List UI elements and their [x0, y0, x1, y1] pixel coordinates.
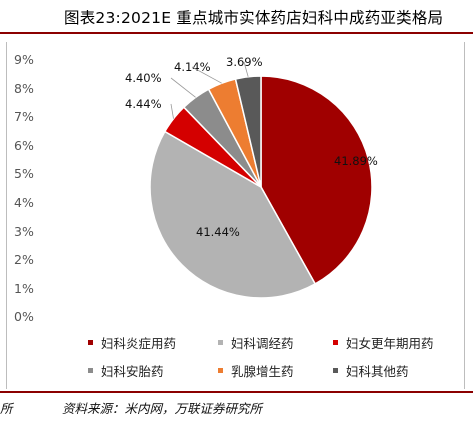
leader-line [243, 61, 249, 77]
slice-label: 4.40% [125, 71, 162, 85]
cropped-text: 所 [0, 401, 13, 416]
y-tick-label: 9% [14, 52, 34, 67]
pie-slice [260, 75, 373, 285]
pie-slice [149, 130, 317, 299]
y-tick-label: 1% [14, 280, 34, 296]
legend-swatch [333, 340, 338, 345]
slice-label: 4.44% [125, 97, 162, 111]
y-tick-label: 0% [14, 309, 34, 325]
legend-swatch [333, 368, 338, 373]
legend-item: 妇科调经药 [218, 333, 294, 352]
leader-line [170, 77, 196, 98]
legend-item: 妇科炎症用药 [88, 333, 176, 352]
legend-label: 妇科调经药 [231, 336, 294, 351]
source-rule [0, 391, 473, 393]
y-tick-label: 7% [14, 109, 34, 125]
right-frame-line [464, 42, 465, 389]
y-tick-label: 3% [14, 223, 34, 239]
legend-label: 妇女更年期用药 [346, 336, 434, 351]
legend-item: 妇女更年期用药 [333, 333, 434, 352]
legend-swatch [88, 340, 93, 345]
leader-line [170, 103, 174, 119]
y-tick-label: 5% [14, 166, 34, 182]
chart-title: 图表23:2021E 重点城市实体药店妇科中成药亚类格局 [64, 9, 444, 27]
leader-line [191, 66, 222, 84]
slice-label: 41.89% [334, 154, 378, 168]
left-frame-line [6, 42, 7, 389]
slice-label: 41.44% [196, 225, 240, 239]
legend-label: 妇科其他药 [346, 364, 409, 379]
legend-item: 妇科其他药 [333, 361, 409, 380]
source-note: 资料来源：米内网，万联证券研究所 [62, 401, 263, 416]
y-tick-label: 2% [14, 252, 34, 268]
y-tick-label: 8% [14, 80, 34, 96]
legend-label: 妇科炎症用药 [101, 336, 177, 351]
legend-swatch [218, 340, 223, 345]
title-rule [0, 32, 473, 34]
legend-item: 妇科安胎药 [88, 361, 164, 380]
legend-swatch [218, 368, 223, 373]
legend-item: 乳腺增生药 [218, 361, 294, 380]
pie-slice [234, 75, 262, 188]
legend-swatch [88, 368, 93, 373]
legend-label: 妇科安胎药 [101, 364, 164, 379]
legend-label: 乳腺增生药 [231, 364, 294, 379]
y-tick-label: 4% [14, 195, 34, 210]
y-tick-label: 6% [14, 137, 34, 153]
